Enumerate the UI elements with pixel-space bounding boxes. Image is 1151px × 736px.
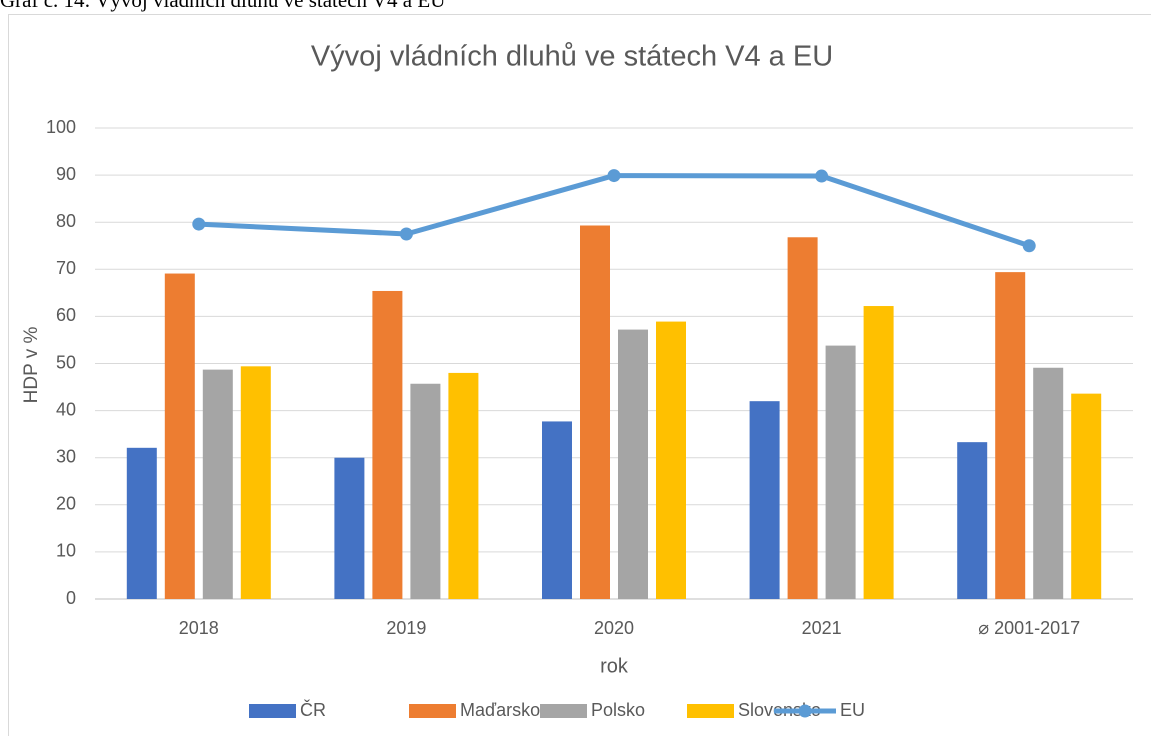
bar: [334, 457, 365, 599]
x-tick-label: 2020: [594, 618, 634, 638]
caption: Graf č. 14: Vývoj vládních dluhů ve stát…: [0, 0, 445, 12]
line-point: [399, 227, 413, 241]
y-tick-label: 50: [56, 352, 76, 372]
bar: [957, 442, 988, 599]
legend-label: EU: [840, 700, 865, 720]
y-tick-label: 20: [56, 494, 76, 514]
line: [198, 173, 1030, 249]
line-point: [815, 169, 829, 183]
bar: [410, 383, 441, 599]
bar: [542, 421, 572, 599]
bar: [1071, 393, 1102, 599]
bar: [580, 225, 610, 599]
y-tick-label: 90: [56, 164, 76, 184]
legend-label: ČR: [300, 699, 326, 720]
y-tick-label: 30: [56, 446, 76, 466]
chart-title: Vývoj vládních dluhů ve státech V4 a EU: [311, 41, 833, 73]
bar: [618, 329, 648, 599]
legend-label: Polsko: [591, 700, 645, 720]
line-point: [607, 169, 621, 183]
bar: [240, 366, 271, 599]
legend-swatch: [409, 704, 456, 718]
bar: [749, 401, 780, 599]
line-point: [192, 217, 206, 231]
legend-swatch: [687, 704, 734, 718]
legend-swatch: [540, 704, 587, 718]
bar: [825, 345, 856, 599]
y-tick-label: 10: [56, 541, 76, 561]
x-tick-label: 2019: [386, 618, 426, 638]
y-tick-label: 100: [46, 117, 76, 137]
line-point: [1022, 239, 1036, 253]
bar: [995, 272, 1026, 599]
bar: [787, 237, 818, 599]
y-tick-label: 60: [56, 305, 76, 325]
legend-label: Maďarsko: [460, 700, 540, 720]
bar: [448, 372, 479, 599]
x-tick-label: 2018: [179, 618, 219, 638]
bar: [164, 273, 195, 599]
bar: [372, 290, 403, 599]
legend-dot: [798, 704, 812, 718]
x-tick-label: 2021: [802, 618, 842, 638]
x-tick-label: ⌀ 2001-2017: [978, 618, 1080, 638]
bar: [656, 321, 686, 599]
y-tick-label: 80: [56, 211, 76, 231]
bar: [863, 306, 894, 599]
bar: [1033, 367, 1064, 599]
y-axis-label: HDP v %: [21, 327, 42, 404]
legend-swatch: [249, 704, 296, 718]
y-tick-label: 40: [56, 399, 76, 419]
y-tick-label: 0: [66, 588, 76, 608]
chart-frame: [8, 14, 1151, 736]
x-axis-label: rok: [600, 655, 629, 677]
bar: [202, 369, 233, 599]
y-tick-label: 70: [56, 258, 76, 278]
bar: [126, 447, 157, 599]
